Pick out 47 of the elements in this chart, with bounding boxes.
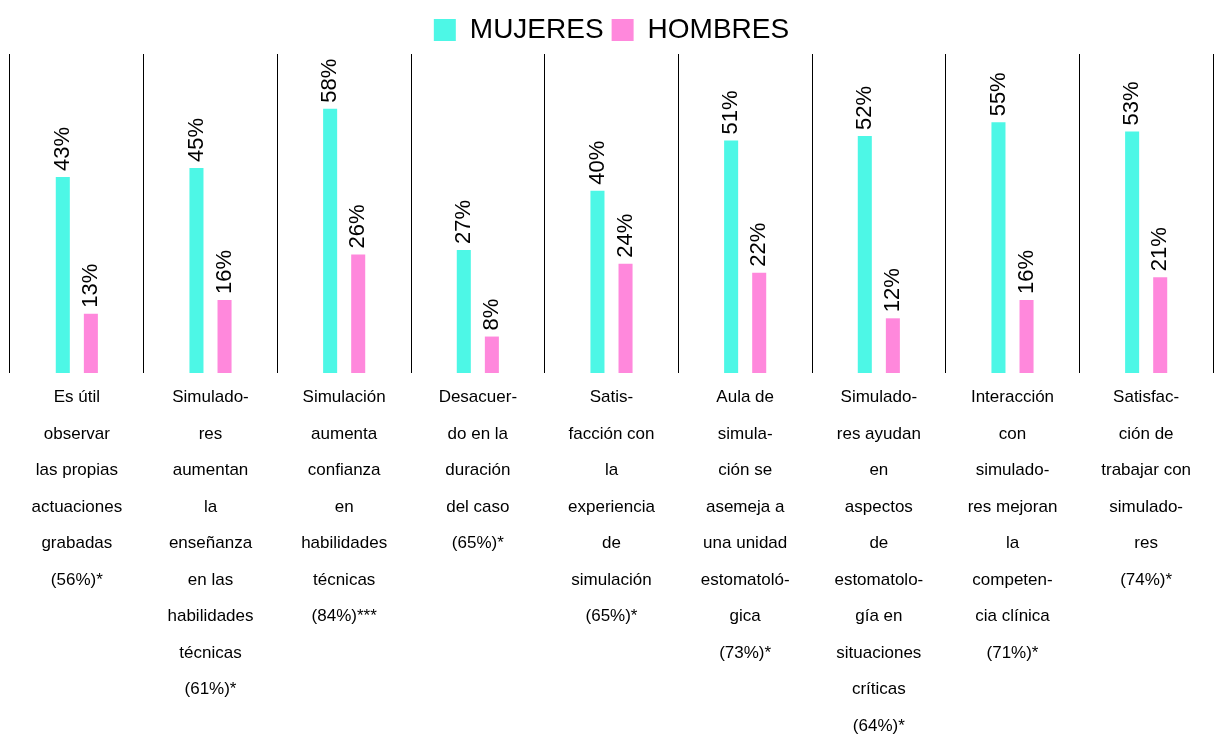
data-label: 40% [583,140,609,185]
data-label: 45% [182,117,208,162]
bar [857,136,872,373]
data-label: 24% [611,213,637,258]
bar [189,167,204,373]
category-label: Simulado- res aumentan la enseñanza en las habilidades técnicas (61%)* [167,386,254,699]
legend-label: MUJERES [469,12,604,44]
bar [323,108,338,373]
data-label: 21% [1146,227,1172,272]
x-tick-label: Satis- facción con la experiencia de simulación (65%)* [568,386,656,626]
data-label: 52% [850,85,876,131]
x-tick-label: Es útil observar las propias actuaciones grabadas (56%)* [31,386,123,589]
category-label: Simulado- res ayudan en aspectos de estomatolo- gía en situaciones críticas (64%)* [834,386,924,735]
data-label: 58% [316,58,342,103]
bar [724,140,739,373]
bar [484,336,499,373]
bar [590,190,605,373]
bar [991,122,1006,373]
data-label: 43% [48,127,74,172]
data-label: 27% [449,199,475,244]
data-label: 16% [210,250,236,295]
bar [55,177,70,373]
bar [351,254,366,373]
bar [83,313,98,373]
legend-label: HOMBRES [647,12,790,44]
data-label: 55% [984,72,1010,117]
x-tick-label: Desacuer- do en la duración del caso (65%)* [438,386,518,553]
bar [217,300,232,373]
bar [618,263,633,373]
data-label: 13% [76,263,102,308]
bar [1125,131,1140,373]
bar [1153,277,1168,373]
data-label: 26% [344,204,370,249]
bar [885,318,900,373]
x-tick-label: Satisfac- ción de trabajar con simulado- res (74%)* [1101,386,1192,589]
data-label: 51% [717,90,743,135]
bar [1019,300,1034,373]
data-label: 12% [878,268,904,313]
x-tick-label: Interacción con simulado- res mejoran la competen- cia clínica (71%)* [967,386,1058,662]
bar [456,249,471,373]
data-label: 53% [1118,81,1144,126]
x-tick-label: Simulación aumenta confianza en habilidades técnicas (84%)*** [301,386,388,626]
bar [752,272,767,373]
data-label: 16% [1012,250,1038,295]
data-label: 22% [745,222,771,267]
data-label: 8% [477,298,503,331]
x-tick-label: Aula de simula- ción se asemeja a una unidad estomatoló- gica (73%)* [700,386,790,662]
